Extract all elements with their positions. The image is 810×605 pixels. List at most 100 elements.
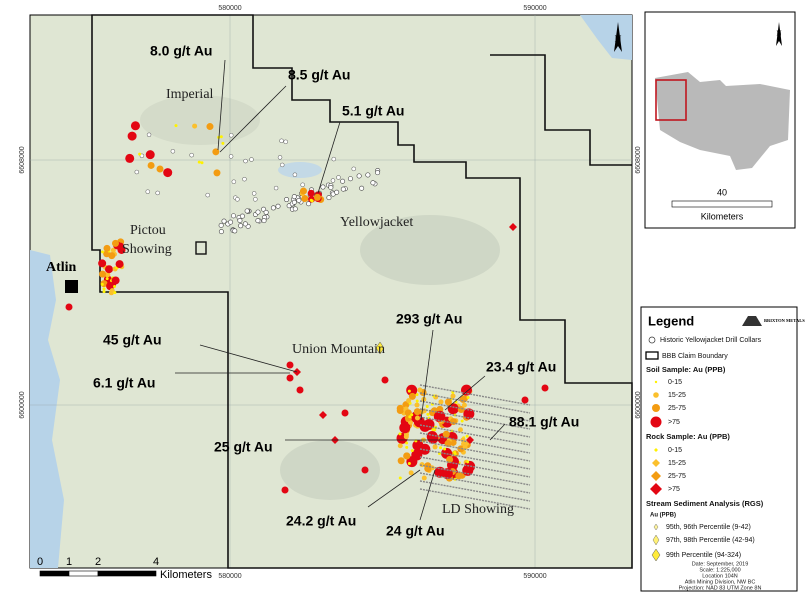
legend-symbol [652,534,660,546]
sample-symbol [450,393,456,399]
legend-symbol [654,380,658,384]
sample-symbol [411,449,423,461]
sample-symbol [413,408,421,416]
sample-symbol [320,184,326,190]
legend-label: 97th, 98th Percentile (42-94) [666,537,755,544]
sample-symbol [397,457,405,465]
sample-symbol [419,416,531,438]
sample-symbol [455,472,463,480]
sample-symbol [460,384,472,396]
sample-symbol [407,389,411,393]
legend-footer: Location 104N [702,573,737,579]
assay-label: 88.1 g/t Au [509,414,579,430]
sample-symbol [457,427,463,433]
sample-symbol [307,189,315,197]
sample-symbol [192,123,198,129]
sample-symbol [341,409,349,417]
sample-symbol [283,139,288,145]
sample-symbol [421,475,427,481]
sample-symbol [145,150,155,160]
sample-symbol [443,447,447,451]
scale-bar [671,200,773,208]
sample-symbol [417,387,423,393]
assay-label: 25 g/t Au [214,439,273,455]
sample-symbol [281,486,289,494]
sample-symbol [444,440,452,448]
sample-symbol [442,430,450,438]
leader-line [420,329,434,421]
sample-symbol [218,222,224,228]
lake [30,250,64,568]
sample-symbol [277,155,283,160]
sample-symbol [145,189,150,194]
assay-label: 8.0 g/t Au [150,43,213,59]
sample-symbol [286,374,294,382]
sample-symbol [251,191,257,196]
sample-symbol [275,203,281,209]
sample-symbol [270,205,276,211]
scale-bar [68,570,99,577]
sample-symbol [446,455,454,463]
leader-line [219,85,287,153]
claim-boundary [91,14,633,569]
sample-symbol [347,176,353,182]
scale-tick: 4 [153,556,159,568]
sample-symbol [109,288,115,294]
place-label: Pictou [130,223,166,238]
sample-symbol [408,470,414,476]
leader-line [199,344,298,373]
sample-symbol [200,161,204,165]
legend-symbol [654,448,658,452]
sample-symbol [174,124,178,128]
sample-symbol [334,189,340,195]
legend-heading: Stream Sediment Analysis (RGS) [646,499,764,508]
assay-label: 6.1 g/t Au [93,375,156,391]
sample-symbol [331,156,337,162]
sample-symbol [397,443,403,449]
legend-symbol [650,483,662,495]
sample-symbol [238,223,244,229]
lake [580,15,632,60]
sample-symbol [296,386,304,394]
sample-symbol [414,415,420,421]
sample-symbol [461,402,467,408]
sample-symbol [106,282,115,291]
sample-symbol [127,131,137,141]
legend-label: >75 [668,419,680,426]
sample-symbol [113,285,117,289]
sample-symbol [375,170,381,176]
sample-symbol [286,361,294,369]
sample-symbol [100,282,104,286]
sample-symbol [65,303,73,311]
sample-symbol [205,192,210,198]
region-shape [655,72,790,170]
legend-label: 95th, 96th Percentile (9-42) [666,524,751,531]
inset-map: N 40 Kilometers [644,11,796,229]
sample-symbol [410,413,414,417]
sample-symbol [156,165,164,173]
sample-symbol [221,218,227,224]
sample-symbol [326,195,332,201]
legend-label: 99th Percentile (94-324) [666,552,741,559]
sample-symbol [242,221,248,227]
sample-symbol [111,239,119,247]
sample-symbol [105,277,109,281]
scale-tick: 0 [37,556,43,568]
assay-label: 293 g/t Au [396,311,462,327]
sample-symbol [229,133,234,138]
sample-symbol [243,158,248,164]
sample-symbol [403,432,409,438]
sample-symbol [115,260,124,269]
sample-symbol [419,432,531,454]
sample-symbol [375,341,385,355]
sample-symbol [399,422,411,434]
sample-symbol [351,166,356,172]
sample-symbol [365,172,371,178]
sample-symbol [444,398,452,406]
sample-symbol [292,172,298,177]
legend-heading: Rock Sample: Au (PPB) [646,432,730,441]
place-label: Union Mountain [292,342,385,357]
sample-symbol [406,384,418,396]
